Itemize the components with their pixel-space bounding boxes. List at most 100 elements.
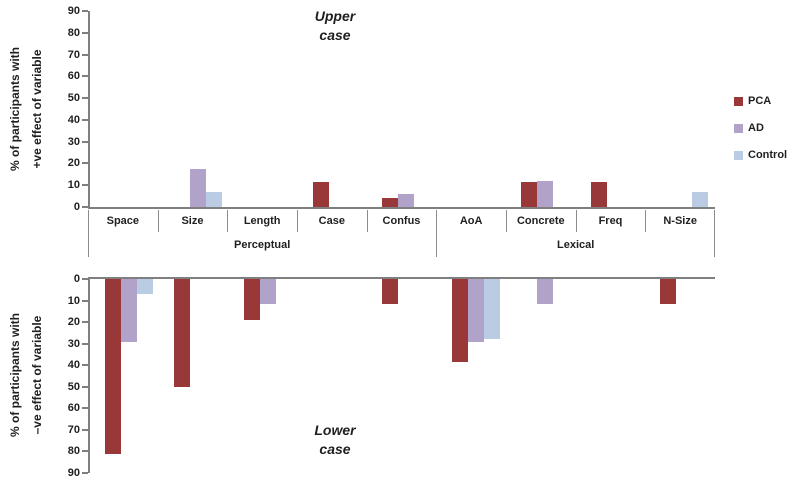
upper-y-tick-label: 50 <box>67 92 80 105</box>
bar-ad-concrete <box>537 180 554 207</box>
category-label-aoa: AoA <box>459 215 483 227</box>
bar-group-length <box>233 279 302 473</box>
bar-pca-n-size <box>660 279 677 304</box>
lower-y-tick-label: 80 <box>67 445 80 458</box>
bar-slot-control <box>414 11 430 207</box>
bar-ad-size <box>190 168 207 207</box>
legend-item-ad: AD <box>734 122 787 134</box>
bar-slot-pca <box>313 279 329 473</box>
category-label-freq: Freq <box>598 215 623 227</box>
bar-slot-ad <box>329 279 345 473</box>
upper-y-tick-label: 30 <box>67 135 80 148</box>
bar-pca-aoa <box>451 279 468 362</box>
category-separator <box>157 210 159 232</box>
lower-y-tick-mark <box>82 321 88 324</box>
bar-slot-pca <box>313 11 330 207</box>
bar-slot-ad <box>537 11 554 207</box>
upper-y-tick-label: 20 <box>67 157 80 170</box>
bar-slot-control <box>345 279 361 473</box>
upper-y-axis-title-line1: % of participants with <box>8 47 22 172</box>
category-label-length: Length <box>243 215 281 227</box>
bar-slot-control <box>345 11 361 207</box>
bar-slot-pca <box>452 11 468 207</box>
bar-slot-control <box>692 279 708 473</box>
legend-label-pca: PCA <box>748 95 772 107</box>
category-separator <box>506 210 507 232</box>
bar-slot-ad <box>607 11 623 207</box>
bar-slot-ad <box>190 11 207 207</box>
bar-pca-concrete <box>521 181 538 207</box>
bar-slot-ad <box>537 279 554 473</box>
bar-slot-ad <box>260 11 276 207</box>
legend-swatch-pca-icon <box>734 96 743 106</box>
bar-slot-pca <box>451 279 468 473</box>
category-label-space: Space <box>106 215 140 227</box>
bar-slot-pca <box>104 279 121 473</box>
group-boundary-line <box>88 210 89 257</box>
upper-panel-title: Upper case <box>250 7 420 45</box>
upper-panel-title-line2: case <box>319 27 351 43</box>
bar-slot-control <box>206 11 223 207</box>
lower-y-tick-mark <box>82 342 88 345</box>
bar-slot-pca <box>174 11 190 207</box>
bar-slot-ad <box>398 11 415 207</box>
bar-slot-pca <box>590 11 607 207</box>
bar-ad-aoa <box>467 279 484 342</box>
bar-ad-length <box>259 279 276 304</box>
upper-y-axis-title-line2: +ve effect of variable <box>30 49 44 169</box>
bar-slot-pca <box>660 11 676 207</box>
lower-y-tick-mark <box>82 472 88 474</box>
group-label-lexical: Lexical <box>557 239 595 251</box>
bar-slot-ad <box>607 279 623 473</box>
upper-y-tick-mark <box>82 118 88 121</box>
bar-pca-case <box>313 181 330 207</box>
bar-slot-control <box>623 11 639 207</box>
category-separator <box>227 210 229 232</box>
bar-group-n-size <box>650 11 719 207</box>
bar-control-n-size <box>692 191 709 207</box>
bar-control-size <box>206 191 223 207</box>
bar-slot-control <box>623 279 639 473</box>
bar-slot-pca <box>660 279 677 473</box>
lower-plot: 0 10 20 30 40 50 60 70 80 90 <box>68 273 715 479</box>
bar-pca-size <box>174 279 191 387</box>
upper-y-tick-mark <box>82 97 88 100</box>
bar-group-case <box>302 11 371 207</box>
bar-slot-control <box>553 279 569 473</box>
upper-y-tick-mark <box>82 75 88 78</box>
category-label-confus: Confus <box>382 215 421 227</box>
lower-y-tick-label: 20 <box>67 316 80 329</box>
bar-group-aoa <box>441 279 510 473</box>
bar-group-aoa <box>441 11 510 207</box>
bar-slot-control <box>276 11 292 207</box>
group-boundary-line <box>436 210 438 257</box>
upper-y-tick-mark <box>82 206 88 208</box>
upper-y-tick-label: 90 <box>67 5 80 17</box>
bar-pca-confus <box>382 279 399 304</box>
upper-y-tick-label: 10 <box>67 179 80 192</box>
bar-group-space <box>94 11 163 207</box>
legend-swatch-control-icon <box>734 150 743 160</box>
bar-slot-pca <box>244 11 260 207</box>
upper-y-axis-title: % of participants with +ve effect of var… <box>4 0 48 219</box>
bar-slot-ad <box>190 279 206 473</box>
upper-y-tick-label: 40 <box>67 113 80 126</box>
bar-group-case <box>302 279 371 473</box>
group-label-perceptual: Perceptual <box>234 239 291 251</box>
bar-slot-control <box>484 11 500 207</box>
bar-slot-pca <box>521 279 537 473</box>
bar-group-concrete <box>511 279 580 473</box>
lower-y-tick-label: 70 <box>67 423 80 436</box>
bar-slot-ad <box>467 279 484 473</box>
legend-swatch-ad-icon <box>734 123 743 133</box>
bar-group-size <box>163 11 232 207</box>
bar-group-n-size <box>650 279 719 473</box>
upper-y-tick-mark <box>82 31 88 34</box>
lower-y-tick-mark <box>82 385 88 388</box>
bar-slot-ad <box>676 279 692 473</box>
legend: PCA AD Control <box>734 95 787 161</box>
legend-label-control: Control <box>748 149 788 161</box>
bar-slot-ad <box>121 11 137 207</box>
bar-slot-control <box>276 279 292 473</box>
bar-slot-pca <box>521 11 538 207</box>
